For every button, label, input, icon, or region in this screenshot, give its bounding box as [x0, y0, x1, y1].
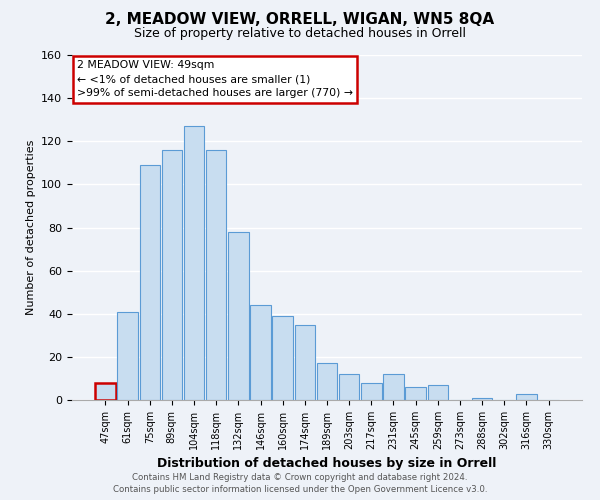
Text: 2 MEADOW VIEW: 49sqm
← <1% of detached houses are smaller (1)
>99% of semi-detac: 2 MEADOW VIEW: 49sqm ← <1% of detached h… — [77, 60, 353, 98]
Bar — [118, 312, 138, 400]
Bar — [339, 374, 359, 400]
Y-axis label: Number of detached properties: Number of detached properties — [26, 140, 35, 315]
Bar — [272, 316, 293, 400]
Bar — [406, 387, 426, 400]
Bar — [361, 383, 382, 400]
Bar — [428, 385, 448, 400]
Text: Contains HM Land Registry data © Crown copyright and database right 2024.
Contai: Contains HM Land Registry data © Crown c… — [113, 473, 487, 494]
Bar — [228, 232, 248, 400]
Bar — [472, 398, 493, 400]
Bar — [184, 126, 204, 400]
Bar — [250, 305, 271, 400]
Bar — [516, 394, 536, 400]
X-axis label: Distribution of detached houses by size in Orrell: Distribution of detached houses by size … — [157, 458, 497, 470]
Bar — [295, 324, 315, 400]
Bar — [206, 150, 226, 400]
Bar — [383, 374, 404, 400]
Bar — [95, 383, 116, 400]
Bar — [317, 364, 337, 400]
Text: Size of property relative to detached houses in Orrell: Size of property relative to detached ho… — [134, 28, 466, 40]
Bar — [161, 150, 182, 400]
Bar — [140, 165, 160, 400]
Text: 2, MEADOW VIEW, ORRELL, WIGAN, WN5 8QA: 2, MEADOW VIEW, ORRELL, WIGAN, WN5 8QA — [106, 12, 494, 28]
